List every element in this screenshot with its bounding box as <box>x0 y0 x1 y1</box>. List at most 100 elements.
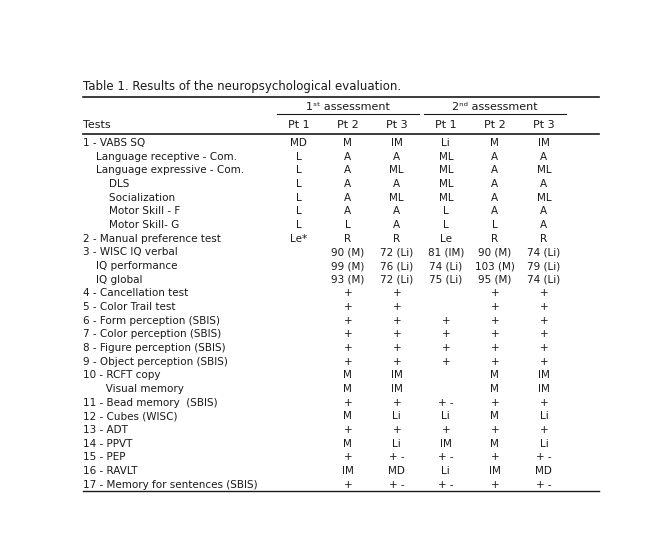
Text: +: + <box>344 397 352 408</box>
Text: 81 (IM): 81 (IM) <box>428 248 464 257</box>
Text: +: + <box>344 343 352 353</box>
Text: 2 - Manual preference test: 2 - Manual preference test <box>83 234 221 244</box>
Text: A: A <box>492 206 498 216</box>
Text: 17 - Memory for sentences (SBIS): 17 - Memory for sentences (SBIS) <box>83 480 258 490</box>
Text: +: + <box>344 288 352 299</box>
Text: Li: Li <box>442 411 450 421</box>
Text: Li: Li <box>442 466 450 476</box>
Text: ML: ML <box>390 193 404 203</box>
Text: IM: IM <box>489 466 501 476</box>
Text: DLS: DLS <box>83 179 130 189</box>
Text: +: + <box>539 425 548 435</box>
Text: Tests: Tests <box>83 120 111 130</box>
Text: +: + <box>491 343 500 353</box>
Text: A: A <box>393 179 400 189</box>
Text: M: M <box>344 384 352 394</box>
Text: +: + <box>344 329 352 339</box>
Text: IM: IM <box>538 384 550 394</box>
Text: IM: IM <box>391 138 403 148</box>
Text: +: + <box>539 316 548 326</box>
Text: IQ performance: IQ performance <box>83 261 178 271</box>
Text: +: + <box>392 425 401 435</box>
Text: Pt 2: Pt 2 <box>337 120 359 130</box>
Text: L: L <box>296 220 302 230</box>
Text: Li: Li <box>539 439 548 448</box>
Text: +: + <box>539 302 548 312</box>
Text: L: L <box>296 165 302 176</box>
Text: R: R <box>492 234 498 244</box>
Text: +: + <box>344 480 352 490</box>
Text: Li: Li <box>392 411 401 421</box>
Text: Pt 3: Pt 3 <box>533 120 555 130</box>
Text: +: + <box>491 397 500 408</box>
Text: +: + <box>491 302 500 312</box>
Text: Visual memory: Visual memory <box>83 384 184 394</box>
Text: 75 (Li): 75 (Li) <box>429 274 462 285</box>
Text: L: L <box>296 179 302 189</box>
Text: 74 (Li): 74 (Li) <box>429 261 462 271</box>
Text: A: A <box>393 220 400 230</box>
Text: L: L <box>443 220 449 230</box>
Text: 10 - RCFT copy: 10 - RCFT copy <box>83 370 161 380</box>
Text: Socialization: Socialization <box>83 193 175 203</box>
Text: 1 - VABS SQ: 1 - VABS SQ <box>83 138 145 148</box>
Text: +: + <box>392 397 401 408</box>
Text: +: + <box>392 302 401 312</box>
Text: 72 (Li): 72 (Li) <box>380 248 414 257</box>
Text: Pt 2: Pt 2 <box>484 120 505 130</box>
Text: +: + <box>442 357 450 367</box>
Text: +: + <box>491 480 500 490</box>
Text: R: R <box>344 234 352 244</box>
Text: +: + <box>539 357 548 367</box>
Text: ML: ML <box>438 151 453 162</box>
Text: L: L <box>296 193 302 203</box>
Text: +: + <box>344 357 352 367</box>
Text: Li: Li <box>539 411 548 421</box>
Text: +: + <box>442 425 450 435</box>
Text: IQ global: IQ global <box>83 274 143 285</box>
Text: M: M <box>344 439 352 448</box>
Text: 99 (M): 99 (M) <box>331 261 364 271</box>
Text: 14 - PPVT: 14 - PPVT <box>83 439 133 448</box>
Text: M: M <box>490 439 500 448</box>
Text: +: + <box>539 329 548 339</box>
Text: + -: + - <box>536 480 551 490</box>
Text: Li: Li <box>442 138 450 148</box>
Text: A: A <box>393 151 400 162</box>
Text: Le: Le <box>440 234 452 244</box>
Text: 12 - Cubes (WISC): 12 - Cubes (WISC) <box>83 411 178 421</box>
Text: IM: IM <box>342 466 354 476</box>
Text: L: L <box>296 206 302 216</box>
Text: L: L <box>296 151 302 162</box>
Text: M: M <box>490 411 500 421</box>
Text: 9 - Object perception (SBIS): 9 - Object perception (SBIS) <box>83 357 228 367</box>
Text: 3 - WISC IQ verbal: 3 - WISC IQ verbal <box>83 248 178 257</box>
Text: A: A <box>492 165 498 176</box>
Text: +: + <box>491 329 500 339</box>
Text: 6 - Form perception (SBIS): 6 - Form perception (SBIS) <box>83 316 220 326</box>
Text: A: A <box>393 206 400 216</box>
Text: 8 - Figure perception (SBIS): 8 - Figure perception (SBIS) <box>83 343 226 353</box>
Text: 72 (Li): 72 (Li) <box>380 274 414 285</box>
Text: A: A <box>344 165 352 176</box>
Text: M: M <box>490 384 500 394</box>
Text: +: + <box>442 316 450 326</box>
Text: M: M <box>490 138 500 148</box>
Text: +: + <box>344 302 352 312</box>
Text: A: A <box>344 151 352 162</box>
Text: +: + <box>539 288 548 299</box>
Text: A: A <box>492 193 498 203</box>
Text: Pt 3: Pt 3 <box>386 120 408 130</box>
Text: +: + <box>392 357 401 367</box>
Text: A: A <box>492 179 498 189</box>
Text: 13 - ADT: 13 - ADT <box>83 425 128 435</box>
Text: R: R <box>393 234 400 244</box>
Text: +: + <box>442 343 450 353</box>
Text: Motor Skill- G: Motor Skill- G <box>83 220 180 230</box>
Text: 16 - RAVLT: 16 - RAVLT <box>83 466 138 476</box>
Text: IM: IM <box>391 384 403 394</box>
Text: +: + <box>392 288 401 299</box>
Text: + -: + - <box>438 480 454 490</box>
Text: MD: MD <box>535 466 552 476</box>
Text: A: A <box>540 179 547 189</box>
